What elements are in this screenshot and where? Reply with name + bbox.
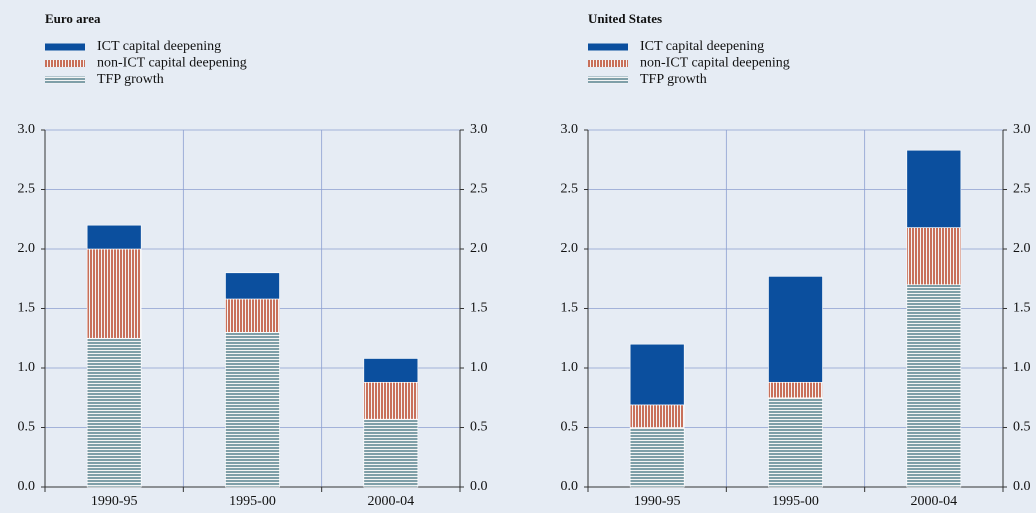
legend-label: TFP growth xyxy=(97,72,164,87)
y-tick-label: 2.0 xyxy=(561,241,579,256)
x-tick-label: 1995-00 xyxy=(772,494,819,509)
legend-label: ICT capital deepening xyxy=(97,39,221,54)
bar-segment xyxy=(363,418,419,488)
y-tick-label: 2.5 xyxy=(561,182,579,197)
bar-segment xyxy=(768,381,823,399)
y-tick-label: 2.5 xyxy=(18,182,36,197)
legend-swatch xyxy=(588,43,628,51)
legend-label: ICT capital deepening xyxy=(640,39,764,54)
y2-tick-label: 0.0 xyxy=(1013,479,1031,494)
bar-segment xyxy=(768,397,823,488)
bar-segment xyxy=(363,381,419,420)
bar-segment xyxy=(629,404,685,428)
bar-segment xyxy=(363,358,419,383)
legend-label: non-ICT capital deepening xyxy=(640,56,790,71)
y2-tick-label: 1.5 xyxy=(1013,301,1031,316)
bar-segment xyxy=(906,149,962,228)
legend-swatch xyxy=(588,76,628,84)
y2-tick-label: 1.5 xyxy=(470,301,488,316)
legend-label: non-ICT capital deepening xyxy=(97,56,247,71)
y2-tick-label: 2.0 xyxy=(1013,241,1031,256)
chart-title: United States xyxy=(588,11,662,26)
y-tick-label: 3.0 xyxy=(18,122,36,137)
bar-segment xyxy=(629,427,685,488)
y2-tick-label: 1.0 xyxy=(1013,360,1031,375)
y-tick-label: 0.5 xyxy=(561,420,579,435)
y2-tick-label: 3.0 xyxy=(1013,122,1031,137)
y2-tick-label: 0.0 xyxy=(470,479,488,494)
y2-tick-label: 3.0 xyxy=(470,122,488,137)
y-tick-label: 1.0 xyxy=(561,360,579,375)
x-tick-label: 1990-95 xyxy=(91,494,138,509)
bar-segment xyxy=(629,343,685,406)
y-tick-label: 3.0 xyxy=(561,122,579,137)
legend-swatch xyxy=(45,43,85,51)
y-tick-label: 1.5 xyxy=(18,301,36,316)
legend-swatch xyxy=(45,76,85,84)
x-tick-label: 2000-04 xyxy=(910,494,957,509)
legend-swatch xyxy=(588,60,628,67)
bar-segment xyxy=(768,276,823,383)
y-tick-label: 2.0 xyxy=(18,241,36,256)
bar-segment xyxy=(225,272,280,300)
x-tick-label: 2000-04 xyxy=(367,494,414,509)
bar-segment xyxy=(86,337,142,488)
legend-label: TFP growth xyxy=(640,72,707,87)
legend-swatch xyxy=(45,60,85,67)
y-tick-label: 0.0 xyxy=(18,479,36,494)
bar-segment xyxy=(86,224,142,250)
y2-tick-label: 2.0 xyxy=(470,241,488,256)
y2-tick-label: 1.0 xyxy=(470,360,488,375)
y2-tick-label: 0.5 xyxy=(1013,420,1031,435)
bar-segment xyxy=(86,248,142,339)
y-tick-label: 0.0 xyxy=(561,479,579,494)
x-tick-label: 1995-00 xyxy=(229,494,276,509)
y-tick-label: 1.5 xyxy=(561,301,579,316)
y2-tick-label: 0.5 xyxy=(470,420,488,435)
bar-segment xyxy=(906,227,962,286)
y2-tick-label: 2.5 xyxy=(470,182,488,197)
chart-title: Euro area xyxy=(45,11,101,26)
bar-segment xyxy=(906,284,962,488)
y-tick-label: 0.5 xyxy=(18,420,36,435)
y-tick-label: 1.0 xyxy=(18,360,36,375)
y2-tick-label: 2.5 xyxy=(1013,182,1031,197)
bar-segment xyxy=(225,298,280,333)
bar-segment xyxy=(225,331,280,488)
x-tick-label: 1990-95 xyxy=(634,494,681,509)
